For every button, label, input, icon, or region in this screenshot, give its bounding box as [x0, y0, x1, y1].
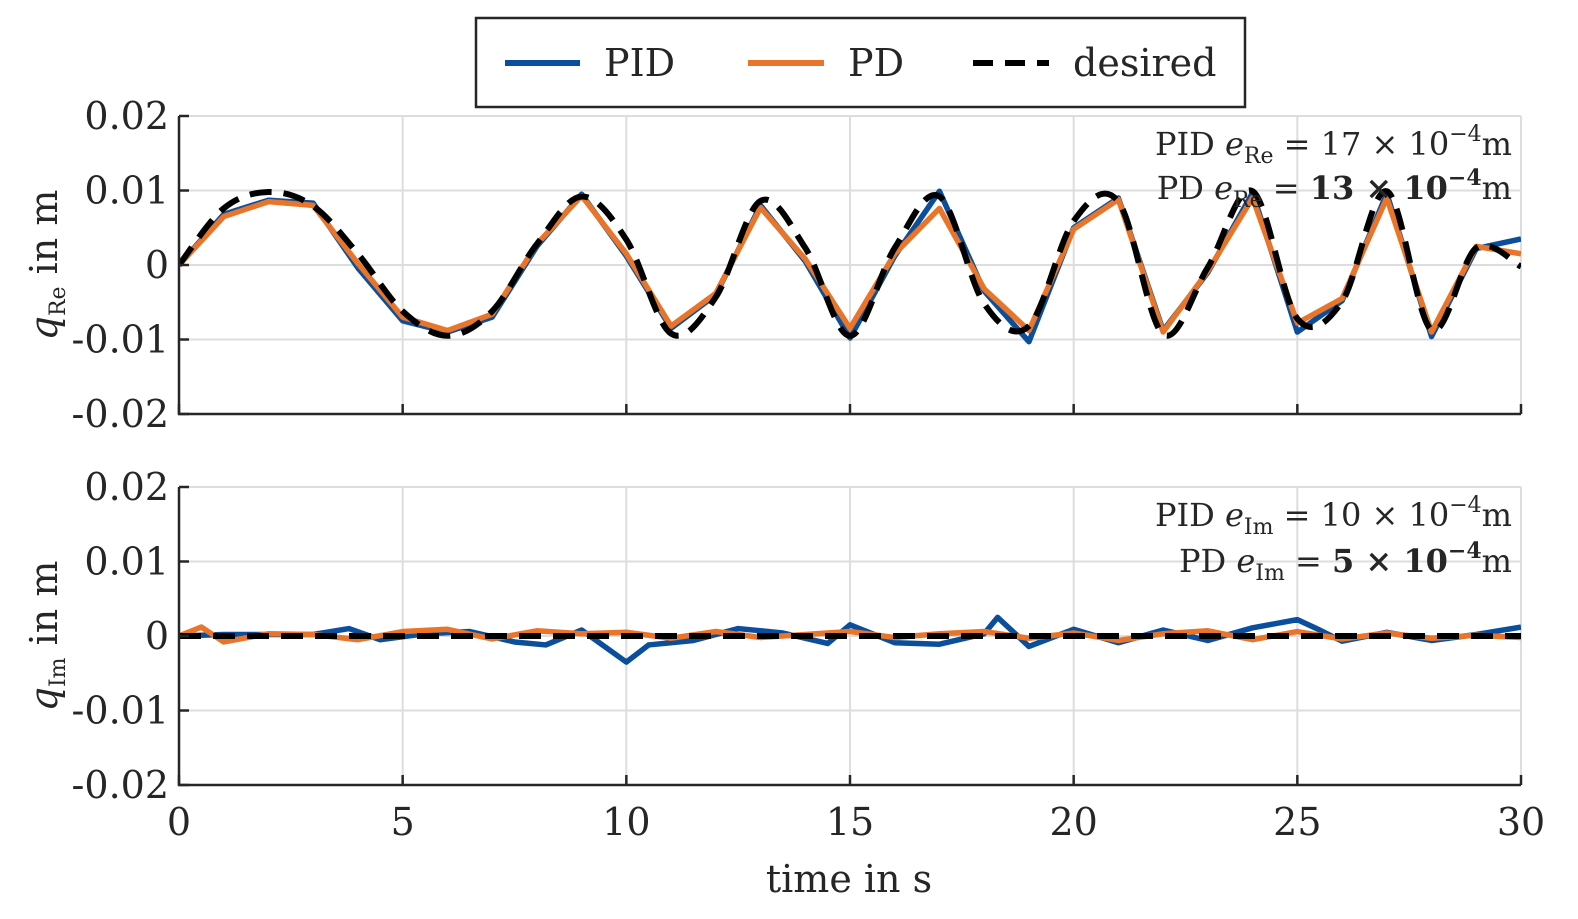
x-tick-label: 15	[826, 800, 874, 844]
series-line-pid-im	[179, 614, 1521, 665]
x-tick-label: 20	[1049, 800, 1097, 844]
y-tick-label: 0	[145, 243, 169, 287]
legend-label-pd: PD	[848, 41, 904, 85]
series-line-desired-re	[179, 187, 1521, 339]
y-tick-label: -0.01	[72, 318, 169, 362]
x-tick-label: 10	[602, 800, 650, 844]
x-axis-label: time in s	[766, 857, 932, 901]
legend-label-desired: desired	[1073, 41, 1216, 85]
annotation-re-pid: PID eRe = 17 × 10−4m	[1155, 122, 1512, 169]
panel-im: 0 5 10 15 20 25 30 0.02 0.01 0 -0.01 -0.02 qIm in m…	[22, 465, 1545, 844]
legend: PID PD desired	[474, 16, 1247, 109]
axis-lines	[177, 487, 1521, 787]
x-tick-label: 0	[167, 800, 191, 844]
y-tick-label: -0.02	[72, 392, 169, 436]
ylabel-im: qIm in m	[22, 561, 71, 712]
y-tick-label: 0	[145, 614, 169, 658]
axis-lines	[177, 116, 1521, 416]
y-tick-label: 0.01	[84, 540, 169, 584]
annotation-re-pd: PD eRe = 13 × 10−4m	[1157, 165, 1512, 213]
axes-im: 0 5 10 15 20 25 30 0.02 0.01 0 -0.01 -0.02	[72, 465, 1546, 844]
legend-label-pid: PID	[604, 41, 675, 85]
y-tick-label: 0.02	[84, 465, 169, 509]
y-tick-label: -0.02	[72, 763, 169, 807]
series-group-re	[179, 187, 1521, 345]
y-tick-label: 0.02	[84, 94, 169, 138]
annotation-im-pid: PID eIm = 10 × 10−4m	[1155, 493, 1512, 540]
legend-box	[474, 16, 1247, 109]
axes-re: 0.02 0.01 0 -0.01 -0.02	[72, 94, 1523, 436]
panel-re: 0.02 0.01 0 -0.01 -0.02 qRe in m PID eRe = 1…	[22, 94, 1523, 436]
y-tick-label: -0.01	[72, 689, 169, 733]
y-tick-label: 0.01	[84, 169, 169, 213]
x-tick-label: 30	[1497, 800, 1545, 844]
x-tick-label: 25	[1273, 800, 1321, 844]
ylabel-re: qRe in m	[22, 190, 71, 341]
annotation-im-pd: PD eIm = 5 × 10−4m	[1179, 538, 1512, 586]
x-tick-label: 5	[391, 800, 415, 844]
series-group-im	[179, 614, 1521, 665]
